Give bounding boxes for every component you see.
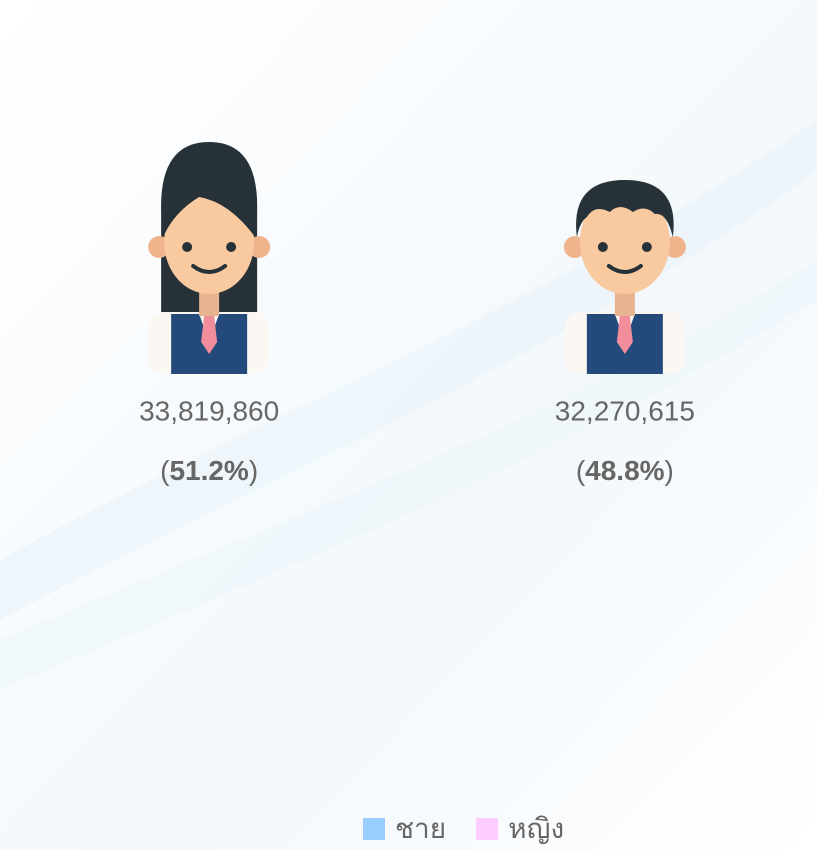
labels: 32,270,615 (48.8%) 33,819,860 (51.2%) xyxy=(139,142,695,486)
percent-bracket: ) xyxy=(665,455,674,486)
icon-part xyxy=(614,292,635,316)
value-label: 33,819,860 xyxy=(139,395,279,426)
background-swoosh xyxy=(0,120,817,620)
slice-icon xyxy=(563,180,686,374)
icon-part xyxy=(164,190,255,294)
icon-part xyxy=(606,264,643,274)
percent-value: 48.8% xyxy=(585,455,664,486)
icon-part xyxy=(576,180,674,237)
icon-part xyxy=(616,316,633,354)
percent-bracket: ) xyxy=(249,455,258,486)
percent-bracket: ( xyxy=(160,455,170,486)
legend-label: ชาย xyxy=(395,812,446,845)
icon-part xyxy=(597,242,608,252)
legend-label: หญิง xyxy=(508,812,564,845)
icon-part xyxy=(201,316,218,354)
background-swoosh xyxy=(0,260,817,690)
icon-part xyxy=(191,264,228,274)
legend-swatch xyxy=(476,818,499,840)
icon-part xyxy=(579,190,670,294)
percent-value: 51.2% xyxy=(169,455,248,486)
legend: ชาย หญิง xyxy=(363,812,564,845)
legend-swatch xyxy=(363,818,385,840)
percent-bracket: ( xyxy=(576,455,586,486)
icon-part xyxy=(163,188,256,237)
icon-part xyxy=(199,292,220,316)
slice-icon xyxy=(148,142,271,374)
percent-label: (48.8%) xyxy=(576,455,674,486)
percent-label: (51.2%) xyxy=(160,455,258,486)
icon-part xyxy=(641,242,652,252)
value-label: 32,270,615 xyxy=(555,395,695,426)
icon-part xyxy=(226,242,237,252)
icon-part xyxy=(182,242,193,252)
